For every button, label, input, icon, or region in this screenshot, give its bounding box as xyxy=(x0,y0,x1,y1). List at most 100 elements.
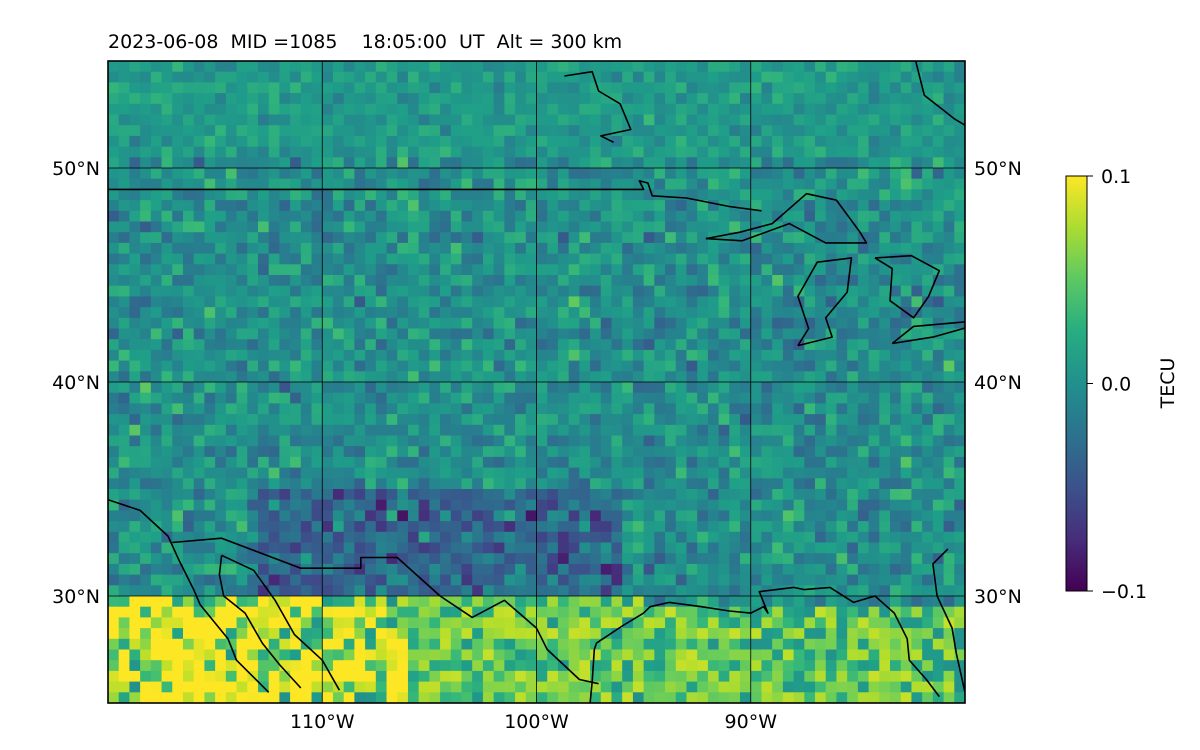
heatmap-cell xyxy=(108,585,120,597)
heatmap-cell xyxy=(129,478,141,490)
heatmap-cell xyxy=(118,403,131,415)
heatmap-cell xyxy=(729,189,741,201)
heatmap-cell xyxy=(247,478,259,490)
heatmap-cell xyxy=(868,403,880,415)
heatmap-cell xyxy=(932,435,945,447)
heatmap-cell xyxy=(943,285,955,297)
heatmap-cell xyxy=(407,553,420,565)
heatmap-cell xyxy=(900,232,913,244)
heatmap-cell xyxy=(815,200,827,212)
heatmap-cell xyxy=(750,628,763,640)
heatmap-cell xyxy=(868,521,880,533)
heatmap-cell xyxy=(300,596,313,608)
heatmap-cell xyxy=(515,660,527,672)
heatmap-cell xyxy=(536,585,548,597)
heatmap-cell xyxy=(611,478,623,490)
heatmap-cell xyxy=(215,264,227,276)
heatmap-cell xyxy=(954,574,965,586)
heatmap-cell xyxy=(632,178,645,190)
heatmap-cell xyxy=(890,221,902,233)
heatmap-cell xyxy=(632,275,645,287)
heatmap-cell xyxy=(943,446,955,458)
heatmap-cell xyxy=(836,125,848,137)
heatmap-cell xyxy=(707,478,720,490)
heatmap-cell xyxy=(654,189,666,201)
heatmap-cell xyxy=(729,628,741,640)
heatmap-cell xyxy=(493,349,505,362)
heatmap-cell xyxy=(718,392,730,404)
heatmap-cell xyxy=(204,606,216,618)
heatmap-cell xyxy=(407,93,420,105)
heatmap-cell xyxy=(215,82,227,94)
heatmap-cell xyxy=(343,499,355,511)
heatmap-cell xyxy=(622,264,634,276)
heatmap-cell xyxy=(782,649,795,661)
heatmap-cell xyxy=(836,168,848,180)
heatmap-cell xyxy=(418,499,430,511)
heatmap-cell xyxy=(375,670,388,683)
heatmap-cell xyxy=(343,542,355,554)
heatmap-cell xyxy=(150,328,163,340)
heatmap-cell xyxy=(182,638,195,651)
heatmap-cell xyxy=(579,349,591,362)
heatmap-cell xyxy=(793,328,805,340)
heatmap-cell xyxy=(365,574,377,586)
heatmap-cell xyxy=(504,157,516,169)
heatmap-cell xyxy=(547,317,559,330)
heatmap-cell xyxy=(782,360,795,372)
heatmap-cell xyxy=(547,125,559,137)
heatmap-cell xyxy=(579,446,591,458)
heatmap-cell xyxy=(429,499,441,511)
heatmap-cell xyxy=(386,61,398,73)
heatmap-cell xyxy=(472,467,484,479)
heatmap-cell xyxy=(493,328,505,340)
heatmap-cell xyxy=(290,489,302,501)
heatmap-cell xyxy=(257,189,270,201)
heatmap-cell xyxy=(365,82,377,94)
heatmap-cell xyxy=(129,467,141,479)
heatmap-cell xyxy=(761,307,773,319)
heatmap-cell xyxy=(782,114,795,126)
heatmap-cell xyxy=(879,71,891,83)
heatmap-cell xyxy=(332,499,345,511)
heatmap-cell xyxy=(279,456,291,469)
heatmap-cell xyxy=(525,542,538,554)
heatmap-cell xyxy=(343,307,355,319)
heatmap-cell xyxy=(311,339,323,351)
heatmap-cell xyxy=(322,670,334,683)
heatmap-cell xyxy=(204,307,216,319)
heatmap-cell xyxy=(429,478,441,490)
heatmap-cell xyxy=(193,542,206,554)
heatmap-cell xyxy=(322,499,334,511)
heatmap-cell xyxy=(450,414,463,426)
heatmap-cell xyxy=(129,178,141,190)
heatmap-cell xyxy=(622,242,634,255)
heatmap-cell xyxy=(611,542,623,554)
heatmap-cell xyxy=(879,670,891,683)
heatmap-cell xyxy=(622,221,634,233)
heatmap-cell xyxy=(643,168,655,180)
heatmap-cell xyxy=(493,339,505,351)
heatmap-cell xyxy=(879,360,891,372)
heatmap-cell xyxy=(665,125,677,137)
heatmap-cell xyxy=(740,531,752,544)
heatmap-cell xyxy=(182,328,195,340)
heatmap-cell xyxy=(504,382,516,394)
heatmap-cell xyxy=(450,264,463,276)
heatmap-cell xyxy=(804,253,816,265)
heatmap-cell xyxy=(343,189,355,201)
heatmap-cell xyxy=(386,125,398,137)
heatmap-cell xyxy=(386,489,398,501)
heatmap-cell xyxy=(311,135,323,148)
heatmap-cell xyxy=(332,617,345,629)
heatmap-cell xyxy=(365,681,377,693)
heatmap-cell xyxy=(622,339,634,351)
heatmap-cell xyxy=(793,446,805,458)
heatmap-cell xyxy=(890,456,902,469)
heatmap-cell xyxy=(932,328,945,340)
heatmap-cell xyxy=(193,446,206,458)
heatmap-cell xyxy=(943,628,955,640)
heatmap-cell xyxy=(193,467,206,479)
heatmap-cell xyxy=(697,392,709,404)
heatmap-cell xyxy=(911,617,923,629)
